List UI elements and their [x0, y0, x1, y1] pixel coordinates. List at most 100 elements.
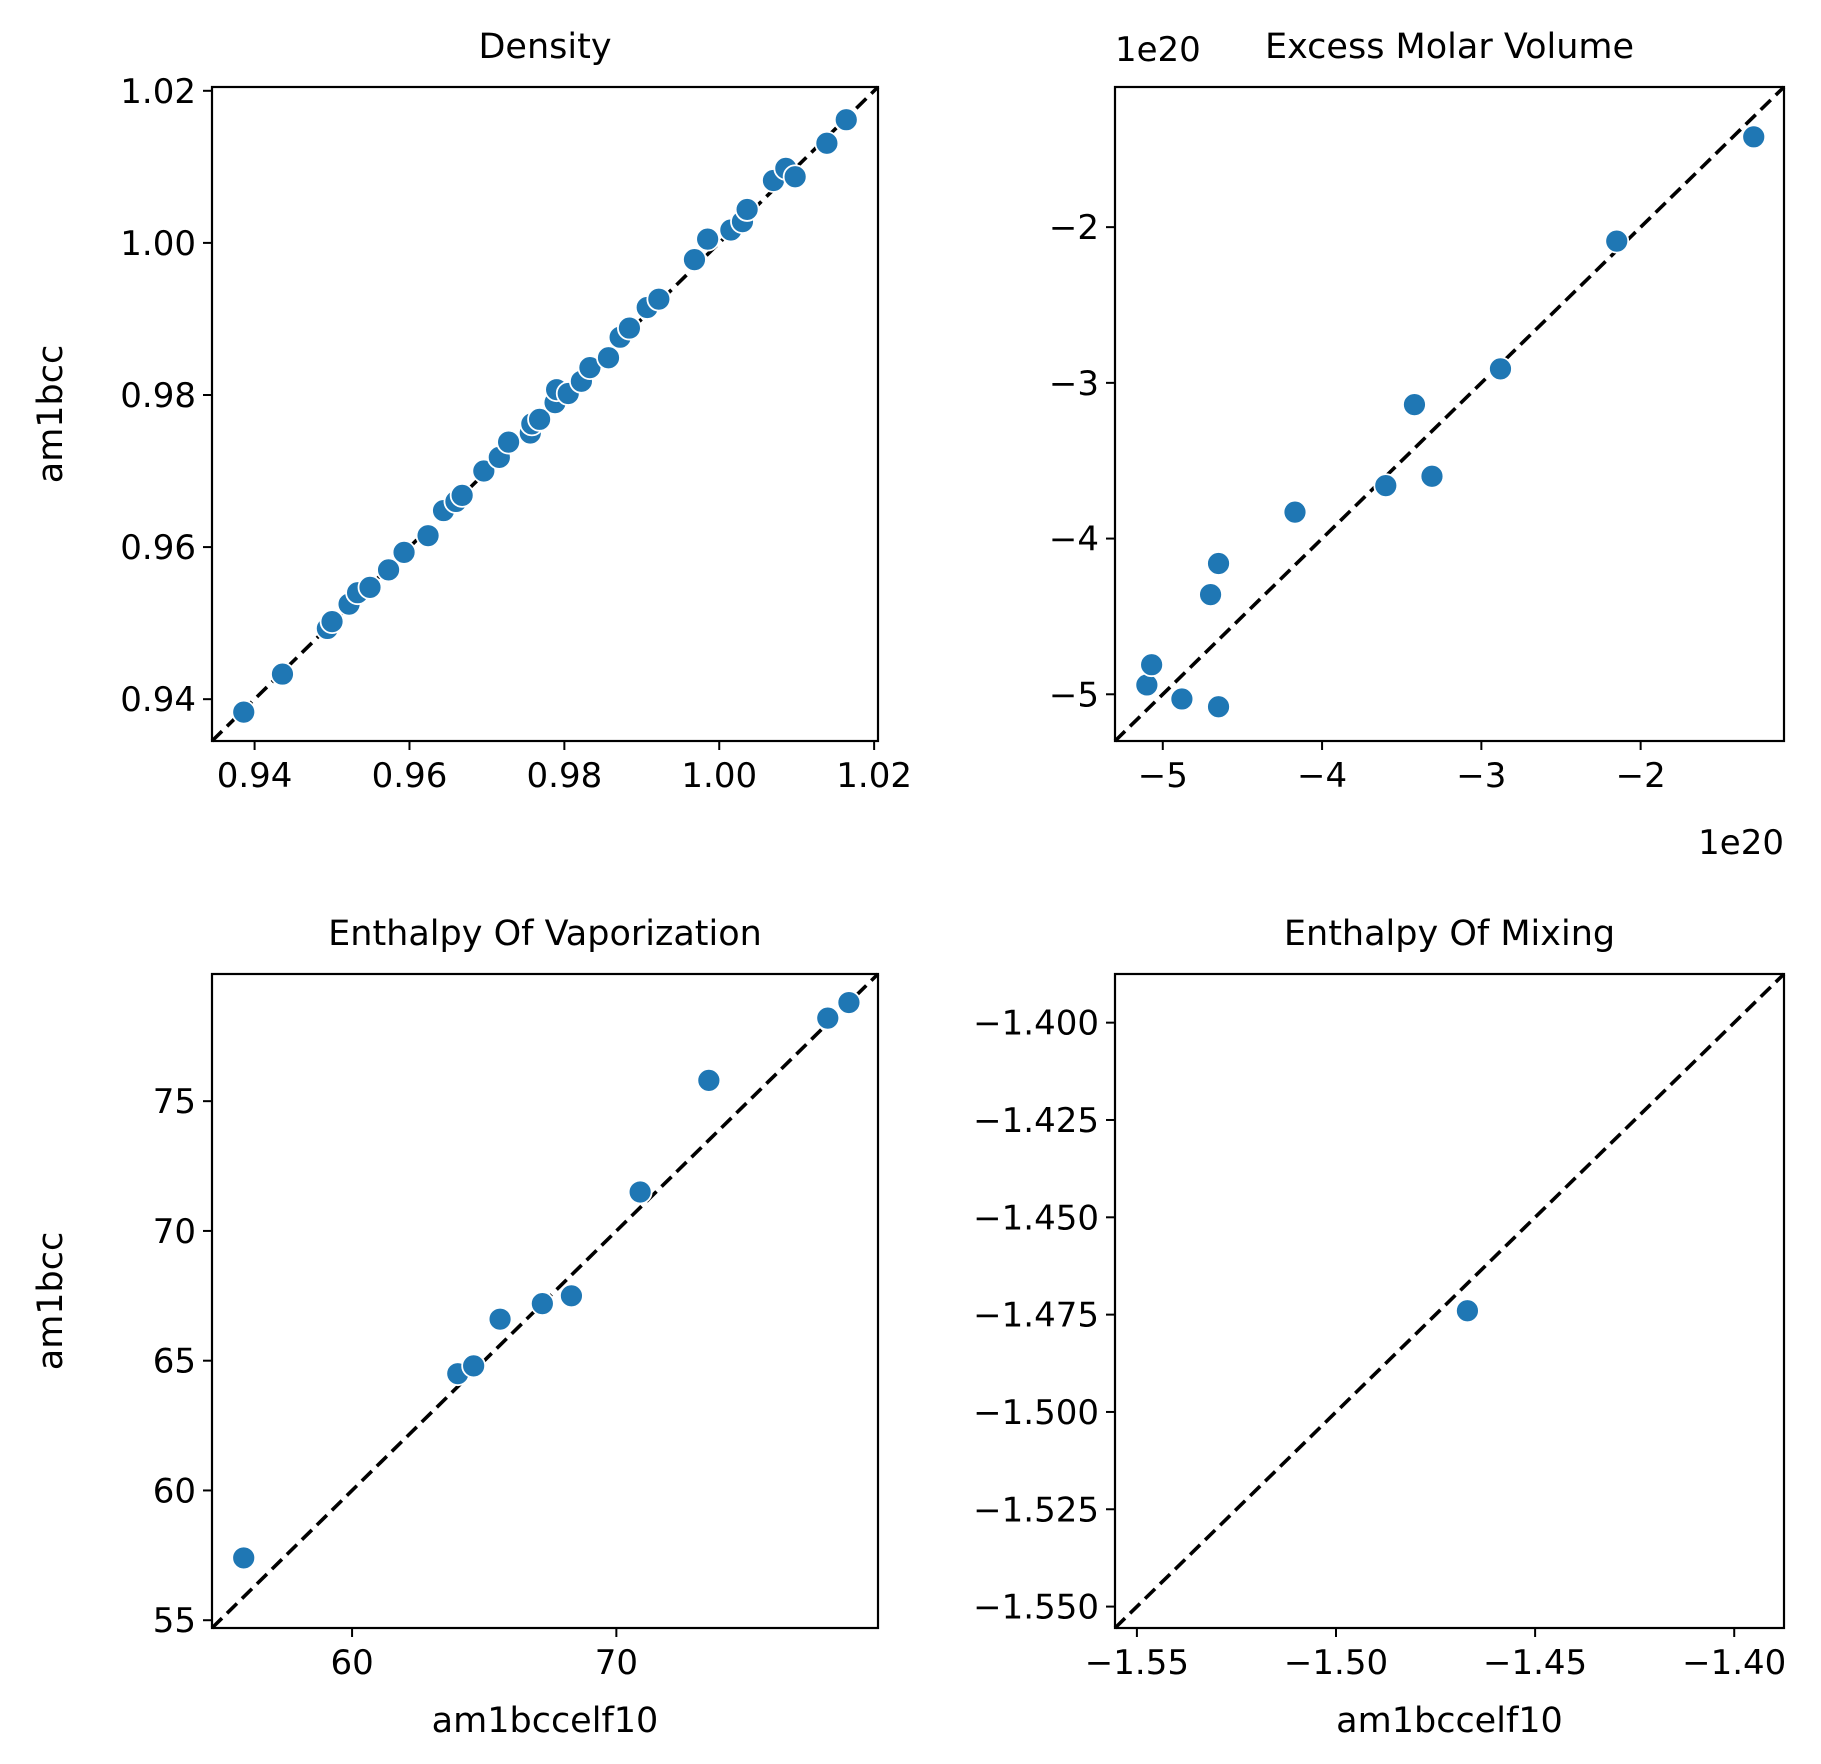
data-point: [357, 574, 383, 600]
x-tick-label: 1.00: [681, 756, 757, 796]
data-point: [1419, 463, 1445, 489]
x-offset-label: 1e20: [1698, 823, 1784, 863]
y-tick-label: −2: [1049, 208, 1099, 248]
data-point: [682, 247, 707, 273]
data-point: [471, 458, 497, 484]
x-axis-label: am1bccelf10: [1336, 1701, 1563, 1741]
y-tick-label: 65: [153, 1342, 196, 1382]
panel-2: Excess Molar Volume −5 −4 −3 −2 −5 −4 −3 −2 1e20 1…: [1049, 27, 1786, 863]
y-tick-label: −1.475: [973, 1296, 1099, 1336]
data-point: [231, 699, 257, 725]
data-point: [319, 609, 345, 635]
x-tick-label: −3: [1456, 756, 1506, 796]
data-point: [596, 345, 621, 371]
data-point: [1604, 228, 1630, 254]
x-tick-label: 1.02: [836, 756, 912, 796]
data-point: [836, 990, 862, 1015]
data-point: [391, 540, 417, 565]
y-tick-label: 60: [153, 1471, 196, 1511]
data-point: [1134, 672, 1160, 698]
x-tick-label: −2: [1616, 756, 1666, 796]
y-tick-label: −5: [1049, 675, 1099, 715]
y-tick-label: 0.96: [120, 528, 196, 568]
panel-title: Enthalpy Of Mixing: [1284, 914, 1615, 954]
data-point: [1741, 124, 1767, 150]
data-point: [1373, 473, 1399, 499]
panel-3: Enthalpy Of Vaporization 60 70 55 60 65 70 75 am…: [31, 914, 880, 1741]
y-tick-label: −1.550: [973, 1588, 1099, 1628]
data-point: [449, 482, 475, 508]
plot-frame: [1113, 85, 1786, 743]
y-axis-label: am1bcc: [31, 1232, 71, 1371]
data-point: [1169, 686, 1195, 712]
y-tick-label: 55: [153, 1601, 196, 1641]
data-point: [627, 1179, 653, 1205]
plot-frame: [210, 972, 880, 1630]
data-point: [814, 130, 840, 156]
x-tick-label: −1.50: [1284, 1643, 1388, 1683]
y-offset-label: 1e20: [1115, 30, 1201, 70]
data-point: [695, 226, 721, 252]
data-point: [734, 197, 760, 222]
data-point: [815, 1005, 841, 1031]
data-point: [1206, 694, 1231, 720]
data-point: [1139, 652, 1165, 678]
data-point: [527, 406, 552, 432]
x-tick-label: −5: [1138, 756, 1188, 796]
y-axis-label: am1bcc: [31, 345, 71, 484]
panel-title: Enthalpy Of Vaporization: [328, 914, 762, 954]
identity-line: [1113, 85, 1786, 743]
y-tick-label: 0.94: [120, 680, 196, 720]
plot-frame: [1113, 972, 1786, 1630]
identity-line: [1113, 972, 1786, 1630]
data-point: [1198, 582, 1223, 608]
data-point: [617, 315, 642, 341]
x-tick-label: −1.55: [1085, 1643, 1189, 1683]
data-point: [231, 1545, 257, 1571]
panel-1: Density 0.94 0.96 0.98 1.00 1.02 0.94 0.96 0.98 1…: [31, 27, 912, 796]
y-tick-label: 0.98: [120, 376, 196, 416]
y-tick-label: −4: [1049, 520, 1099, 560]
y-tick-label: 75: [153, 1082, 196, 1122]
x-tick-label: 0.98: [527, 756, 603, 796]
data-point: [833, 107, 859, 133]
y-tick-label: 1.00: [120, 224, 196, 264]
data-point: [1455, 1298, 1480, 1324]
x-tick-label: 0.96: [372, 756, 448, 796]
panel-4: Enthalpy Of Mixing −1.55 −1.50 −1.45 −1.40 −1…: [973, 914, 1786, 1741]
data-point: [1402, 392, 1427, 418]
data-point: [696, 1068, 722, 1093]
data-point: [461, 1353, 487, 1379]
data-point: [415, 523, 441, 549]
y-tick-label: −1.525: [973, 1490, 1099, 1530]
x-tick-label: 70: [595, 1643, 638, 1683]
panel-title: Density: [478, 27, 611, 67]
data-point: [1206, 551, 1231, 576]
data-point: [529, 1291, 555, 1316]
y-tick-label: −1.500: [973, 1393, 1099, 1433]
x-tick-label: −1.40: [1682, 1643, 1786, 1683]
y-tick-label: 1.02: [120, 72, 196, 112]
data-point: [487, 1306, 513, 1332]
y-tick-label: −1.450: [973, 1198, 1099, 1238]
x-tick-label: −4: [1297, 756, 1347, 796]
y-tick-label: 70: [153, 1212, 196, 1252]
y-tick-label: −3: [1049, 364, 1099, 404]
x-tick-label: −1.45: [1483, 1643, 1587, 1683]
data-point: [782, 164, 808, 190]
y-tick-label: −1.400: [973, 1004, 1099, 1044]
plot-frame: [210, 85, 880, 743]
data-point: [646, 286, 672, 312]
data-point: [496, 429, 522, 455]
data-point: [1282, 499, 1308, 525]
data-point: [270, 661, 295, 687]
panel-title: Excess Molar Volume: [1265, 27, 1634, 67]
data-point: [1488, 356, 1513, 382]
y-tick-label: −1.425: [973, 1101, 1099, 1141]
x-tick-label: 60: [330, 1643, 373, 1683]
x-tick-label: 0.94: [217, 756, 293, 796]
data-point: [376, 557, 401, 583]
data-point: [559, 1283, 584, 1309]
